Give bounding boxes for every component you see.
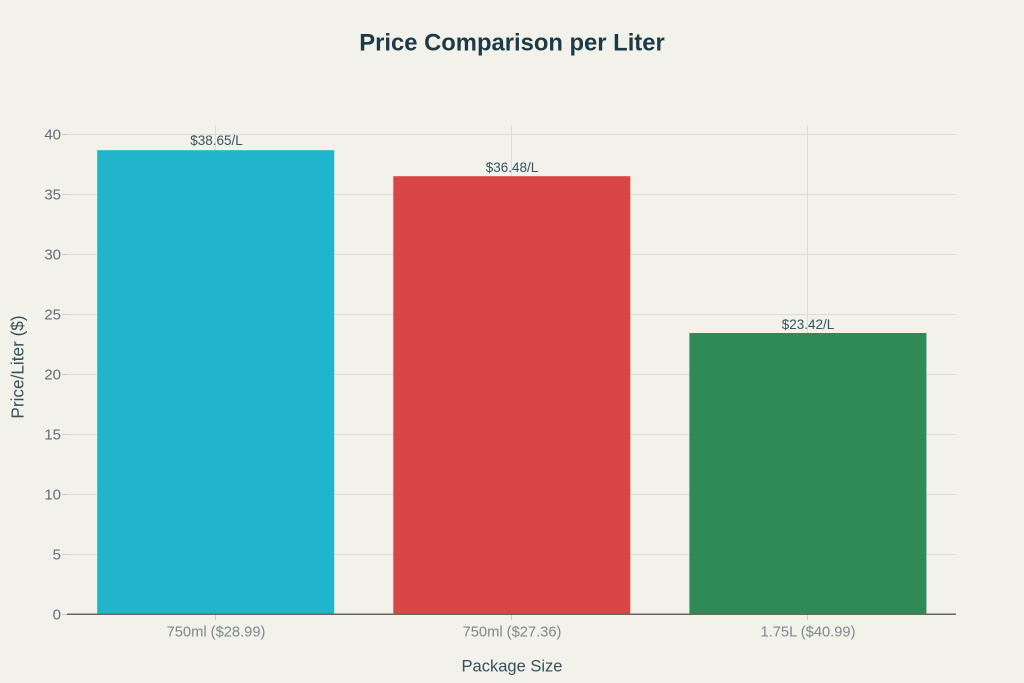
svg-text:10: 10: [44, 487, 61, 504]
svg-text:0: 0: [53, 607, 61, 624]
svg-text:15: 15: [44, 427, 61, 444]
svg-text:$36.48/L: $36.48/L: [486, 160, 539, 175]
svg-text:Price Comparison per Liter: Price Comparison per Liter: [359, 30, 664, 57]
svg-text:750ml ($27.36): 750ml ($27.36): [463, 624, 562, 640]
svg-text:35: 35: [44, 187, 61, 204]
svg-text:20: 20: [44, 367, 61, 384]
svg-text:30: 30: [44, 247, 61, 264]
svg-text:$23.42/L: $23.42/L: [782, 317, 835, 332]
svg-text:1.75L ($40.99): 1.75L ($40.99): [761, 624, 856, 640]
svg-text:$38.65/L: $38.65/L: [190, 133, 243, 148]
svg-text:40: 40: [44, 127, 61, 144]
svg-text:Price/Liter ($): Price/Liter ($): [8, 315, 28, 418]
svg-text:Package Size: Package Size: [462, 658, 563, 676]
svg-text:750ml ($28.99): 750ml ($28.99): [167, 624, 266, 640]
svg-text:5: 5: [53, 547, 61, 564]
svg-text:25: 25: [44, 307, 61, 324]
